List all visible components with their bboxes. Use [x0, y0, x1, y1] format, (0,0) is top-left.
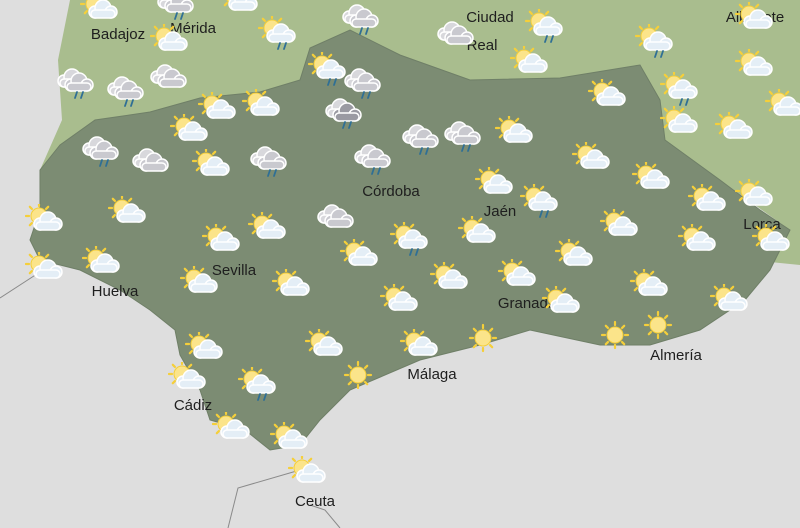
sun-cloud-icon[interactable] — [571, 139, 612, 174]
neighbor-land — [40, 0, 800, 265]
cloud-rain-icon[interactable] — [55, 66, 95, 99]
sun-cloud-icon[interactable] — [241, 86, 282, 121]
cloud-icon[interactable] — [148, 62, 188, 94]
city-label: Real — [466, 37, 498, 54]
cloud-rain-icon[interactable] — [352, 142, 392, 175]
sun-cloud-icon[interactable] — [24, 201, 65, 236]
sun-cloud-icon[interactable] — [191, 146, 232, 181]
city-label: Ceuta — [294, 493, 336, 510]
sun-cloud-icon[interactable] — [220, 0, 260, 16]
sun-cloud-icon[interactable] — [457, 213, 498, 248]
sun-cloud-rain-icon[interactable] — [237, 364, 278, 401]
sun-cloud-icon[interactable] — [184, 329, 225, 364]
sun-cloud-icon[interactable] — [339, 236, 380, 271]
sun-cloud-icon[interactable] — [734, 0, 775, 34]
sun-cloud-rain-icon[interactable] — [257, 13, 298, 50]
cloud-icon[interactable] — [130, 146, 170, 178]
city-label: Mérida — [170, 20, 216, 37]
sun-cloud-icon[interactable] — [677, 221, 718, 256]
cloud-icon[interactable] — [435, 19, 475, 51]
sun-cloud-icon[interactable] — [509, 43, 550, 78]
sun-cloud-icon[interactable] — [304, 326, 345, 361]
city-label: Jaén — [483, 203, 517, 220]
sun-cloud-rain-icon[interactable] — [519, 181, 560, 218]
city-label: Huelva — [91, 283, 139, 300]
dark-cloud-rain-icon[interactable] — [323, 96, 363, 129]
sun-cloud-icon[interactable] — [269, 419, 310, 454]
sun-cloud-icon[interactable] — [429, 259, 470, 294]
sun-cloud-icon[interactable] — [107, 193, 148, 228]
sun-cloud-icon[interactable] — [659, 103, 700, 138]
sun-icon[interactable] — [595, 319, 635, 351]
cloud-rain-icon[interactable] — [248, 144, 288, 177]
sun-cloud-icon[interactable] — [751, 221, 792, 256]
sun-cloud-icon[interactable] — [379, 281, 420, 316]
sun-cloud-icon[interactable] — [169, 111, 210, 146]
city-label: Córdoba — [362, 183, 420, 200]
sun-cloud-icon[interactable] — [764, 86, 800, 121]
cloud-rain-icon[interactable] — [80, 134, 120, 167]
city-label: Ciudad — [466, 9, 514, 26]
sun-cloud-icon[interactable] — [497, 256, 538, 291]
cloud-rain-icon[interactable] — [400, 122, 440, 155]
city-label: Málaga — [407, 366, 457, 383]
border-line — [0, 271, 41, 299]
city-label: Badajoz — [90, 26, 146, 43]
sun-icon[interactable] — [638, 309, 678, 341]
sun-cloud-icon[interactable] — [734, 46, 775, 81]
sun-icon[interactable] — [338, 359, 378, 391]
sun-cloud-icon[interactable] — [554, 236, 595, 271]
sun-cloud-icon[interactable] — [687, 181, 728, 216]
sun-cloud-icon[interactable] — [494, 113, 535, 148]
sun-cloud-rain-icon[interactable] — [659, 69, 700, 106]
sun-cloud-icon[interactable] — [474, 164, 515, 199]
cloud-rain-icon[interactable] — [155, 0, 195, 20]
city-label: Granada — [497, 295, 557, 312]
sun-cloud-icon[interactable] — [79, 0, 120, 24]
sun-cloud-icon[interactable] — [287, 453, 328, 488]
sun-cloud-icon[interactable] — [179, 263, 220, 298]
sun-cloud-rain-icon[interactable] — [307, 49, 348, 86]
sun-cloud-icon[interactable] — [211, 409, 252, 444]
sun-cloud-icon[interactable] — [24, 249, 65, 284]
sun-cloud-icon[interactable] — [714, 109, 755, 144]
sun-cloud-icon[interactable] — [201, 221, 242, 256]
cloud-rain-icon[interactable] — [340, 2, 380, 35]
cloud-rain-icon[interactable] — [342, 66, 382, 99]
sun-cloud-icon[interactable] — [734, 176, 775, 211]
city-label: Lorca — [743, 216, 781, 233]
border-line — [309, 504, 341, 528]
border-line — [227, 469, 301, 528]
sun-cloud-icon[interactable] — [149, 21, 190, 56]
city-label: Cádiz — [173, 397, 213, 414]
sun-cloud-icon[interactable] — [599, 206, 640, 241]
sun-cloud-icon[interactable] — [399, 326, 440, 361]
sun-icon[interactable] — [463, 322, 503, 354]
city-label: Almería — [650, 347, 702, 364]
sun-cloud-icon[interactable] — [631, 159, 672, 194]
sun-cloud-icon[interactable] — [247, 209, 288, 244]
sun-cloud-icon[interactable] — [587, 76, 628, 111]
sun-cloud-icon[interactable] — [709, 281, 750, 316]
sun-cloud-icon[interactable] — [271, 266, 312, 301]
cloud-icon[interactable] — [315, 202, 355, 234]
sun-cloud-icon[interactable] — [197, 89, 238, 124]
sun-cloud-icon[interactable] — [81, 243, 122, 278]
sun-cloud-icon[interactable] — [167, 359, 208, 394]
city-label: Sevilla — [211, 262, 257, 279]
sun-cloud-icon[interactable] — [541, 283, 582, 318]
sun-cloud-rain-icon[interactable] — [634, 21, 675, 58]
cloud-rain-icon[interactable] — [442, 119, 482, 152]
sun-cloud-rain-icon[interactable] — [524, 6, 565, 43]
cloud-rain-icon[interactable] — [105, 74, 145, 107]
sun-cloud-rain-icon[interactable] — [389, 219, 430, 256]
sun-cloud-icon[interactable] — [629, 266, 670, 301]
